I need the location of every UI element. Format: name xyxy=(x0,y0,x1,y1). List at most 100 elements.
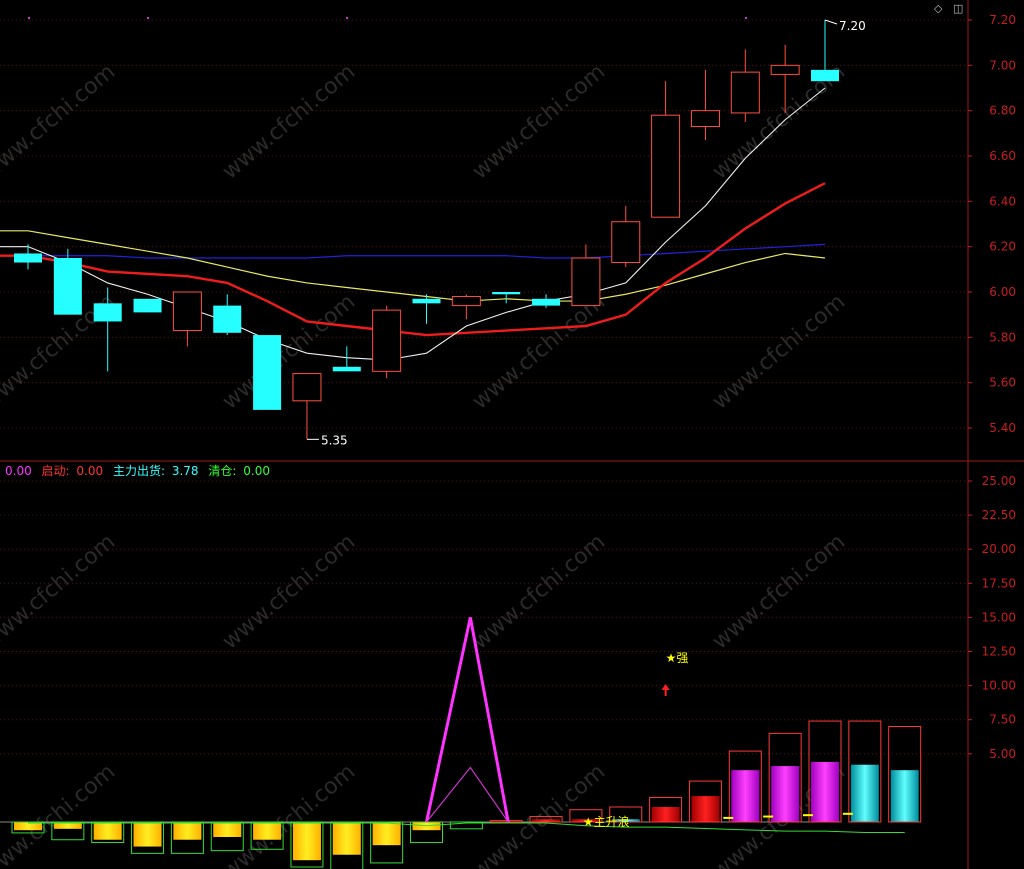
indicator-tick-label: 15.00 xyxy=(982,610,1016,624)
candle-body-up xyxy=(651,114,681,218)
watermark-text: www.cfchi.com xyxy=(468,59,610,184)
watermark-text: www.cfchi.com xyxy=(0,529,120,654)
candle-body-down xyxy=(14,253,42,263)
top-marker xyxy=(745,17,747,19)
indicator-tick-label: 20.00 xyxy=(982,542,1016,556)
indicator-fill-bar xyxy=(532,819,561,822)
indicator-legend: 0.00 启动: 0.00 主力出货: 3.78 清仓: 0.00 xyxy=(2,462,276,479)
indicator-fill-bar xyxy=(651,806,680,822)
indicator-fill-bar xyxy=(771,766,800,822)
main-wave-label: ★主升浪 xyxy=(583,814,630,829)
candle-body-down xyxy=(213,305,242,333)
legend-item-2: 启动: 0.00 xyxy=(41,464,104,478)
strong-signal-label: ★强 xyxy=(666,651,689,665)
candle-body-down xyxy=(332,366,361,372)
indicator-outline-bar xyxy=(529,816,563,823)
indicator-fill-bar xyxy=(332,822,361,855)
candle-body-up xyxy=(690,110,720,128)
indicator-outline-bar xyxy=(569,809,603,823)
price-tick-label: 7.00 xyxy=(989,58,1016,72)
candle-body-down xyxy=(93,303,122,322)
top-marker xyxy=(346,17,348,19)
indicator-fill-bar xyxy=(253,822,282,840)
watermark-text: www.cfchi.com xyxy=(708,289,850,414)
indicator-outline-bar xyxy=(330,821,364,869)
candle-body-up xyxy=(730,71,760,114)
indicator-outline-bar xyxy=(290,821,324,868)
candle-body-up xyxy=(451,296,481,307)
candle-body-down xyxy=(492,292,521,295)
indicator-outline-bar xyxy=(728,750,762,823)
candle-body-down xyxy=(133,298,162,313)
indicator-outline-bar xyxy=(210,821,244,852)
candle-body-down xyxy=(412,298,441,304)
watermark-text: www.cfchi.com xyxy=(218,59,360,184)
indicator-outline-bar xyxy=(250,821,284,850)
watermark-text: www.cfchi.com xyxy=(0,59,120,184)
price-tick-label: 5.60 xyxy=(989,376,1016,390)
candle-body-down xyxy=(811,69,839,82)
legend-item-4: 清仓: 0.00 xyxy=(208,464,270,478)
legend-item-1: 0.00 xyxy=(5,464,32,478)
candle-body-up xyxy=(571,257,601,307)
candle-body-up xyxy=(372,309,402,372)
price-tick-label: 6.00 xyxy=(989,285,1016,299)
diamond-icon[interactable]: ◇ xyxy=(934,2,943,15)
watermark-text: www.cfchi.com xyxy=(218,529,360,654)
ma-blue-line xyxy=(0,243,826,259)
watermark-text: www.cfchi.com xyxy=(0,759,120,869)
indicator-bars xyxy=(0,617,922,869)
indicator-fill-bar xyxy=(850,764,879,822)
indicator-tick-label: 5.00 xyxy=(989,747,1016,761)
price-tick-label: 6.60 xyxy=(989,149,1016,163)
high-price-label: 7.20 xyxy=(839,19,866,33)
spike-inner xyxy=(426,766,509,823)
ma-yellow-line xyxy=(0,230,826,302)
indicator-outline-bar xyxy=(768,732,802,823)
candle-body-up xyxy=(770,64,800,75)
indicator-tick-label: 25.00 xyxy=(982,474,1016,488)
indicator-outline-bar xyxy=(848,720,882,823)
indicator-tick-label: 10.00 xyxy=(982,679,1016,693)
price-tick-label: 5.40 xyxy=(989,421,1016,435)
top-marker xyxy=(147,17,149,19)
indicator-fill-bar xyxy=(93,822,122,840)
candle-body-down xyxy=(53,258,82,315)
price-axis: 7.20 7.00 6.80 6.60 6.40 6.20 6.00 5.80 5.60 5.40… xyxy=(968,13,1016,761)
indicator-tick-label: 7.50 xyxy=(989,713,1016,727)
candles xyxy=(14,20,839,440)
watermark-text: www.cfchi.com xyxy=(468,529,610,654)
low-price-label: 5.35 xyxy=(321,433,348,447)
panel-toggle-icon[interactable]: ◫ xyxy=(953,2,964,15)
indicator-outline-bar xyxy=(489,820,523,823)
indicator-outline-bar xyxy=(51,821,85,841)
price-tick-label: 5.80 xyxy=(989,330,1016,344)
indicator-outline-bar xyxy=(449,821,483,830)
moving-averages xyxy=(0,87,826,361)
indicator-fill-bar xyxy=(133,822,162,847)
price-tick-label: 6.20 xyxy=(989,240,1016,254)
indicator-outline-bar xyxy=(649,796,683,823)
annotations: 7.20 5.35 ★强 ★主升浪 xyxy=(306,19,866,829)
indicator-outline-bar xyxy=(808,720,842,823)
indicator-fill-bar xyxy=(292,822,321,861)
candle-body-down xyxy=(532,298,561,306)
candle-body-up xyxy=(172,291,202,332)
indicator-outline-bar xyxy=(888,726,922,823)
watermark-text: www.cfchi.com xyxy=(468,289,610,414)
price-tick-label: 6.40 xyxy=(989,194,1016,208)
indicator-outline-bar xyxy=(370,821,404,864)
indicator-fill-bar xyxy=(571,819,600,822)
clear-line xyxy=(28,822,905,834)
indicator-outline-bar xyxy=(131,821,165,854)
candle-body-up xyxy=(292,373,322,402)
indicator-outline-bar xyxy=(91,821,125,843)
indicator-tick-label: 12.50 xyxy=(982,645,1016,659)
indicator-fill-bar xyxy=(173,822,202,840)
indicator-tick-label: 22.50 xyxy=(982,508,1016,522)
indicator-fill-bar xyxy=(213,822,242,838)
indicator-fill-bar xyxy=(372,822,401,846)
watermark-text: www.cfchi.com xyxy=(708,529,850,654)
